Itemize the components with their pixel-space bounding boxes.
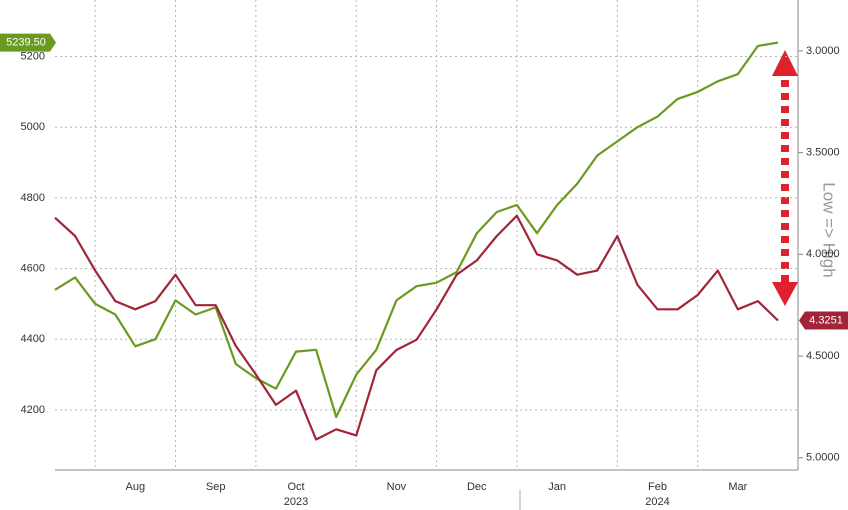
- x-tick-label: Mar: [728, 481, 747, 493]
- value-badge: 5239.50: [0, 33, 56, 52]
- value-badge: 4.3251: [799, 311, 848, 330]
- y2-tick-label: 3.0000: [806, 45, 840, 57]
- x-tick-label: Nov: [387, 481, 407, 493]
- y-tick-label: 5000: [21, 121, 45, 133]
- value-label: 4.3251: [809, 314, 843, 326]
- x-tick-label: Oct: [287, 481, 304, 493]
- y2-tick-label: 4.5000: [806, 350, 840, 362]
- y-tick-label: 4400: [21, 333, 45, 345]
- badge-shape: [0, 33, 56, 52]
- year-label: 2024: [645, 496, 669, 508]
- y2-tick-label: 5.0000: [806, 452, 840, 464]
- range-arrow: [772, 50, 798, 306]
- x-tick-label: Sep: [206, 481, 226, 493]
- y2-tick-label: 4.0000: [806, 248, 840, 260]
- y-tick-label: 4600: [21, 262, 45, 274]
- x-tick-label: Feb: [648, 481, 667, 493]
- y-tick-label: 5200: [21, 50, 45, 62]
- badge-shape: [799, 311, 848, 330]
- x-tick-label: Jan: [548, 481, 566, 493]
- y-tick-label: 4200: [21, 404, 45, 416]
- y2-tick-label: 3.5000: [806, 147, 840, 159]
- series-line: [54, 214, 779, 441]
- y-tick-label: 4800: [21, 192, 45, 204]
- y2-annotation: Low => High: [820, 182, 839, 277]
- x-tick-label: Aug: [126, 481, 146, 493]
- value-label: 5239.50: [6, 36, 46, 48]
- series-line: [54, 41, 779, 419]
- x-tick-label: Dec: [467, 481, 487, 493]
- year-label: 2023: [284, 496, 308, 508]
